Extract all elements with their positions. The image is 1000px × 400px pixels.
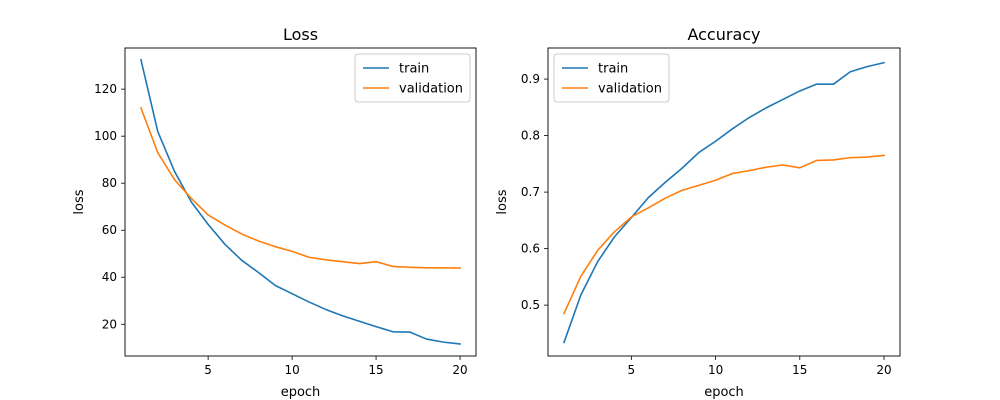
loss-x-axis-label: epoch bbox=[281, 385, 321, 400]
accuracy-y-tick-label: 0.6 bbox=[521, 242, 540, 256]
loss-y-tick-label: 120 bbox=[94, 82, 117, 96]
accuracy-legend-label-1: validation bbox=[598, 82, 662, 97]
accuracy-y-tick-label: 0.8 bbox=[521, 129, 540, 143]
loss-x-tick-label: 5 bbox=[204, 363, 212, 377]
loss-legend: train validation bbox=[354, 53, 471, 103]
accuracy-series-1-line bbox=[562, 154, 885, 315]
accuracy-legend-box bbox=[553, 53, 670, 103]
loss-x-tick-label: 10 bbox=[284, 363, 299, 377]
accuracy-y-axis-label: loss bbox=[495, 189, 510, 214]
loss-legend-label-0: train bbox=[399, 62, 429, 77]
loss-x-tick-label: 20 bbox=[452, 363, 467, 377]
accuracy-legend: train validation bbox=[553, 53, 670, 103]
loss-y-tick-label: 40 bbox=[102, 270, 117, 284]
loss-series-1-line bbox=[139, 106, 461, 269]
loss-axes-frame bbox=[124, 47, 477, 357]
accuracy-x-tick-label: 5 bbox=[628, 363, 636, 377]
accuracy-x-tick-label: 10 bbox=[708, 363, 723, 377]
loss-y-tick-label: 80 bbox=[102, 176, 117, 190]
accuracy-chart-title: Accuracy bbox=[687, 25, 760, 44]
accuracy-chart: 5 10 15 20 0.5 0.6 0.7 0.8 0.9 Accuracy epoch loss t… bbox=[495, 25, 901, 400]
accuracy-series-0-line bbox=[562, 61, 885, 344]
loss-legend-label-1: validation bbox=[399, 82, 463, 97]
loss-y-tick-label: 100 bbox=[94, 129, 117, 143]
accuracy-axes-frame bbox=[547, 47, 901, 357]
loss-legend-box bbox=[354, 53, 471, 103]
loss-x-tick-label: 15 bbox=[368, 363, 383, 377]
accuracy-y-tick-label: 0.9 bbox=[521, 72, 540, 86]
accuracy-x-axis-label: epoch bbox=[704, 385, 744, 400]
loss-y-axis-label: loss bbox=[72, 189, 87, 214]
accuracy-x-tick-label: 20 bbox=[876, 363, 891, 377]
accuracy-x-tick-label: 15 bbox=[792, 363, 807, 377]
loss-y-tick-label: 60 bbox=[102, 223, 117, 237]
accuracy-legend-label-0: train bbox=[598, 62, 628, 77]
accuracy-y-tick-label: 0.5 bbox=[521, 298, 540, 312]
accuracy-y-tick-label: 0.7 bbox=[521, 185, 540, 199]
loss-chart: 5 10 15 20 20 40 60 80 100 120 Loss epoch loss train v… bbox=[72, 25, 477, 400]
loss-chart-title: Loss bbox=[283, 25, 318, 44]
loss-series-0-line bbox=[139, 58, 461, 345]
loss-y-tick-label: 20 bbox=[102, 317, 117, 331]
